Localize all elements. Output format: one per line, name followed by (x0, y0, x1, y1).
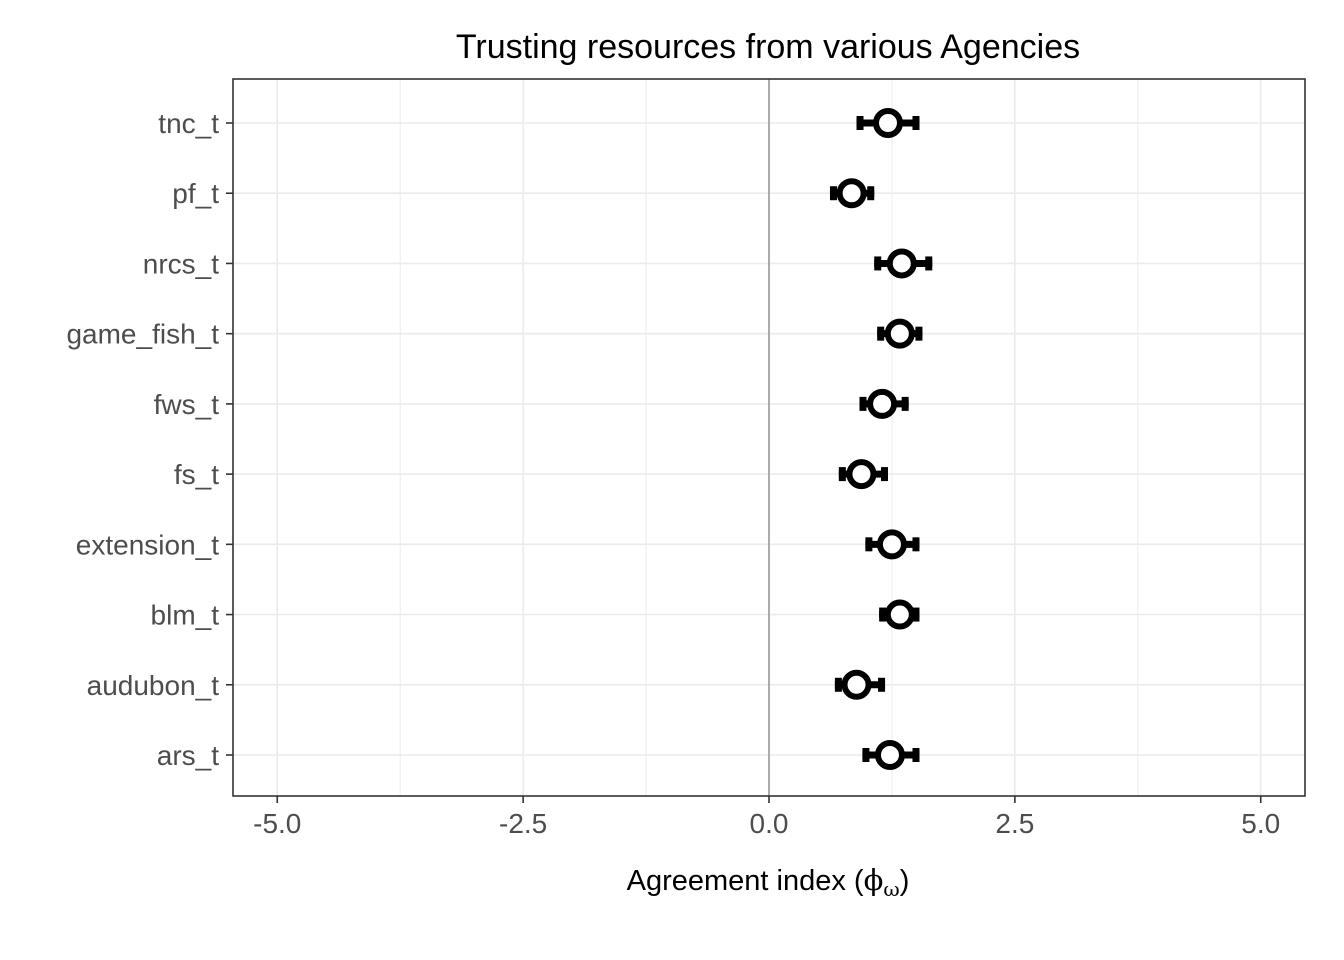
y-axis: tnc_t pf_t nrcs_t game_fish_t fws_t fs_texten… (66, 108, 233, 771)
x-tick-label: -2.5 (499, 808, 547, 839)
x-axis-title-symbol: ϕ (864, 863, 884, 897)
y-tick-label: game_fish_t (66, 319, 219, 350)
data-point-group (862, 740, 920, 770)
data-point (836, 178, 867, 209)
x-tick-label: 2.5 (995, 808, 1034, 839)
y-tick-label: ars_t (157, 740, 219, 771)
data-point (841, 669, 872, 700)
data-point (884, 318, 915, 349)
data-point-group (859, 388, 909, 419)
data-point-group (834, 669, 886, 700)
y-tick-label: pf_t (172, 178, 219, 209)
data-point (873, 108, 904, 138)
data-point-group (856, 108, 920, 138)
x-tick-label: 5.0 (1241, 808, 1280, 839)
x-axis-title-close: ) (900, 865, 910, 897)
x-tick-label: 0.0 (750, 808, 789, 839)
data-point-group (879, 599, 920, 630)
x-axis-title-subscript: ω (883, 877, 899, 901)
y-tick-label: audubon_t (87, 670, 220, 701)
data-point (884, 599, 915, 630)
y-tick-label: tnc_t (158, 108, 219, 139)
data-point-group (874, 248, 933, 279)
data-point-group (865, 529, 920, 560)
data-point-group (829, 178, 875, 209)
data-point (867, 388, 898, 419)
plot-panel (232, 78, 1306, 797)
x-axis: -5.0 -2.5 0.0 2.5 5.0 (253, 796, 1280, 839)
data-point-group (838, 459, 889, 490)
x-axis-title-main: Agreement index ( (627, 865, 864, 897)
y-tick-label: fs_t (174, 459, 219, 490)
y-tick-label: fws_t (154, 389, 220, 420)
x-tick-label: -5.0 (253, 808, 301, 839)
y-tick-label: nrcs_t (143, 248, 219, 279)
x-axis-title: Agreement index (ϕω) (627, 863, 910, 901)
chart-title: Trusting resources from various Agencies (456, 28, 1080, 66)
data-point (874, 740, 905, 770)
data-point (846, 459, 877, 490)
data-point-group (877, 318, 923, 349)
y-tick-label: extension_t (76, 529, 219, 560)
y-tick-label: blm_t (151, 600, 220, 631)
data-point (886, 248, 917, 279)
data-point (876, 529, 907, 560)
